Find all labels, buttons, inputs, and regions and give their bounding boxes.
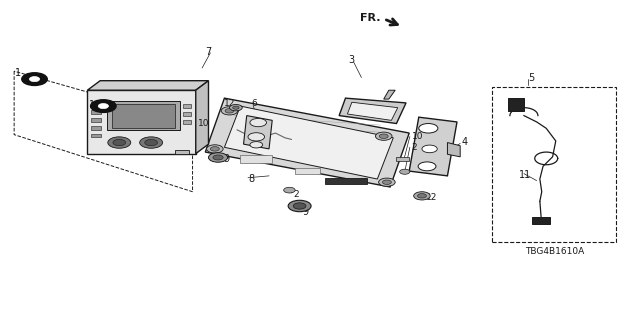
Bar	[183, 120, 191, 124]
Circle shape	[99, 104, 108, 108]
Text: 9: 9	[223, 154, 229, 164]
Bar	[508, 98, 524, 111]
Text: 5: 5	[528, 73, 534, 83]
Bar	[183, 104, 191, 108]
Text: 9: 9	[302, 207, 308, 217]
Text: 8: 8	[248, 174, 255, 184]
Circle shape	[213, 155, 223, 160]
Circle shape	[399, 169, 410, 174]
Circle shape	[207, 145, 223, 153]
Circle shape	[91, 100, 116, 112]
Polygon shape	[111, 104, 175, 128]
Circle shape	[418, 162, 436, 171]
Circle shape	[248, 133, 264, 141]
Circle shape	[221, 107, 238, 115]
Text: 6: 6	[251, 99, 257, 108]
Bar	[175, 150, 189, 154]
Circle shape	[108, 137, 131, 148]
Polygon shape	[348, 102, 397, 120]
Bar	[91, 134, 101, 138]
Bar	[532, 217, 550, 224]
Circle shape	[379, 178, 395, 186]
Polygon shape	[88, 81, 209, 90]
Text: 10: 10	[198, 119, 209, 128]
Bar	[294, 168, 320, 174]
Circle shape	[288, 200, 311, 212]
Circle shape	[250, 118, 266, 127]
Text: 11: 11	[519, 170, 531, 180]
Circle shape	[417, 194, 426, 198]
Text: 7: 7	[205, 46, 212, 57]
Bar	[241, 155, 272, 163]
Circle shape	[413, 192, 430, 200]
Text: 10: 10	[412, 132, 423, 141]
Text: 1: 1	[15, 68, 22, 78]
Circle shape	[383, 180, 392, 184]
Circle shape	[225, 108, 234, 113]
Circle shape	[113, 140, 125, 146]
Polygon shape	[244, 116, 272, 149]
Bar	[325, 178, 367, 184]
Bar	[396, 157, 409, 161]
Bar	[91, 126, 101, 130]
Bar	[183, 112, 191, 116]
Circle shape	[380, 134, 388, 139]
Polygon shape	[88, 90, 196, 154]
Text: TBG4B1610A: TBG4B1610A	[525, 247, 584, 257]
Circle shape	[250, 142, 262, 148]
Circle shape	[211, 147, 220, 151]
Polygon shape	[205, 98, 409, 187]
Circle shape	[29, 76, 40, 82]
Polygon shape	[339, 98, 406, 124]
Circle shape	[230, 105, 243, 111]
Text: FR.: FR.	[360, 13, 381, 23]
Circle shape	[145, 140, 157, 146]
Polygon shape	[106, 101, 180, 130]
Text: 4: 4	[461, 137, 468, 147]
Text: 1: 1	[89, 100, 95, 110]
Circle shape	[422, 145, 437, 153]
Polygon shape	[384, 90, 395, 99]
Circle shape	[284, 187, 295, 193]
Circle shape	[293, 203, 306, 209]
Circle shape	[376, 132, 392, 140]
Text: 12: 12	[426, 193, 437, 202]
Text: 12: 12	[225, 99, 236, 108]
Bar	[91, 118, 101, 122]
Circle shape	[233, 106, 239, 109]
Bar	[91, 102, 101, 106]
Polygon shape	[196, 81, 209, 154]
Text: 2: 2	[293, 190, 299, 199]
Polygon shape	[409, 117, 457, 176]
Bar	[91, 110, 101, 114]
Text: 3: 3	[349, 55, 355, 65]
Polygon shape	[447, 142, 460, 157]
Circle shape	[209, 153, 228, 162]
Circle shape	[419, 124, 438, 133]
Circle shape	[140, 137, 163, 148]
Circle shape	[22, 73, 47, 85]
Polygon shape	[225, 106, 394, 179]
Text: 2: 2	[412, 143, 417, 152]
